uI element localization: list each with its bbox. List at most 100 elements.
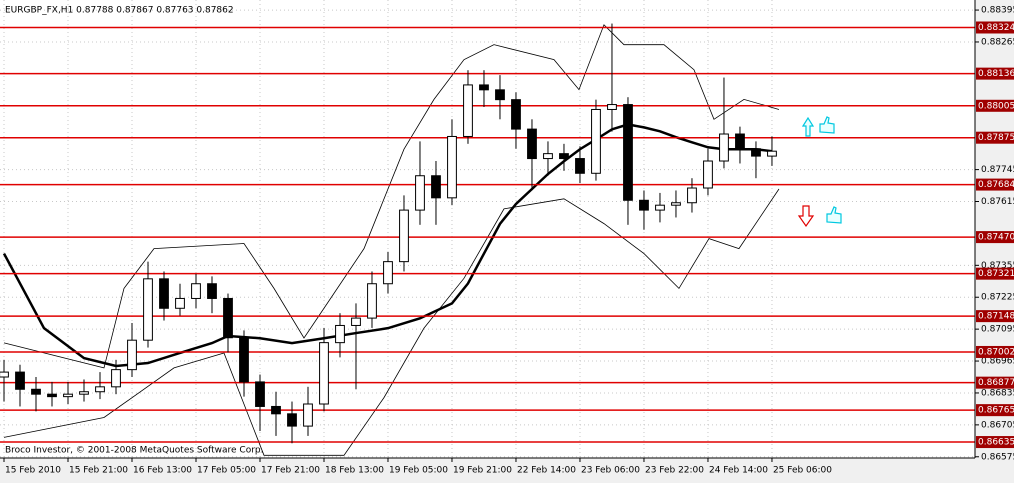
level-label: 0.87002 xyxy=(978,347,1014,357)
level-label-bg xyxy=(976,99,1014,112)
axis-labels: 0.88395 0.88265 0.87745 0.87615 0.87355 0.872… xyxy=(3,6,1014,476)
candle-body xyxy=(175,297,185,309)
candle-body xyxy=(159,278,169,309)
candle-body xyxy=(607,104,617,110)
candle-body xyxy=(367,283,377,319)
candle-body xyxy=(735,133,745,150)
x-tick-label: 24 Feb 14:00 xyxy=(709,466,768,476)
candle-body xyxy=(319,342,329,405)
candle-body xyxy=(447,135,457,199)
candle-body xyxy=(703,160,713,189)
candle-body xyxy=(431,175,441,199)
candle-body xyxy=(399,209,409,263)
level-label-bg xyxy=(976,267,1014,280)
candle-body xyxy=(95,386,105,393)
level-label: 0.86635 xyxy=(978,438,1014,448)
y-tick-label: 0.87225 xyxy=(981,293,1014,303)
candle-body xyxy=(719,133,729,162)
level-label-bg xyxy=(976,21,1014,34)
x-tick-label: 23 Feb 06:00 xyxy=(581,466,640,476)
candle-body xyxy=(303,403,313,427)
down-arrow-icon xyxy=(797,205,842,228)
level-label-bg xyxy=(976,404,1014,417)
y-tick-label: 0.86705 xyxy=(981,420,1014,430)
x-tick-label: 23 Feb 22:00 xyxy=(645,466,704,476)
y-tick-label: 0.87615 xyxy=(981,197,1014,207)
candle-body xyxy=(687,187,697,204)
x-tick-label: 15 Feb 2010 xyxy=(5,466,61,476)
level-label-bg xyxy=(976,231,1014,244)
footer: Broco Investor, © 2001-2008 MetaQuotes S… xyxy=(5,446,264,456)
level-label-bg xyxy=(976,67,1014,80)
x-tick-label: 17 Feb 05:00 xyxy=(197,466,256,476)
level-label-bg xyxy=(976,376,1014,389)
candle-body xyxy=(31,388,41,395)
x-tick-label: 19 Feb 21:00 xyxy=(453,466,512,476)
candle-body xyxy=(143,278,153,341)
y-tick-label: 0.86965 xyxy=(981,357,1014,367)
candle-body xyxy=(463,84,473,137)
candle-body xyxy=(415,175,425,211)
chart-title: EURGBP_FX,H1 0.87788 0.87867 0.87763 0.8… xyxy=(5,6,234,16)
indicators xyxy=(2,24,780,456)
candle-body xyxy=(351,317,361,326)
level-label: 0.88005 xyxy=(978,101,1014,111)
level-label-bg xyxy=(976,345,1014,358)
candle-body xyxy=(479,84,489,91)
candle-body xyxy=(543,153,553,160)
level-label: 0.87470 xyxy=(978,233,1014,243)
candle-body xyxy=(79,391,89,395)
candle-body xyxy=(223,297,233,339)
x-tick-label: 15 Feb 21:00 xyxy=(69,466,128,476)
candle-body xyxy=(511,99,521,130)
candle-body xyxy=(0,371,9,378)
candle-body xyxy=(639,199,649,211)
candle-body xyxy=(191,283,201,299)
candle-body xyxy=(495,89,505,101)
candle-body xyxy=(751,148,761,157)
candle-body xyxy=(591,108,601,174)
level-label-bg xyxy=(976,436,1014,449)
candle-body xyxy=(767,150,777,157)
level-label: 0.86765 xyxy=(978,406,1014,416)
x-tick-label: 22 Feb 14:00 xyxy=(517,466,576,476)
level-label: 0.88324 xyxy=(978,23,1014,33)
y-tick-label: 0.88265 xyxy=(981,37,1014,47)
x-tick-label: 25 Feb 06:00 xyxy=(773,466,832,476)
candle-body xyxy=(127,339,137,371)
candle-body xyxy=(287,413,297,427)
x-tick-label: 17 Feb 21:00 xyxy=(261,466,320,476)
level-label: 0.87321 xyxy=(978,269,1014,279)
x-tick-label: 18 Feb 13:00 xyxy=(325,466,384,476)
candle-body xyxy=(255,381,265,407)
candle-body xyxy=(559,153,569,160)
candle-body xyxy=(15,371,25,390)
candle-body xyxy=(271,405,281,415)
up-arrow-icon xyxy=(801,116,835,137)
grid xyxy=(0,0,975,458)
candle-body xyxy=(335,324,345,344)
candle-body xyxy=(383,261,393,285)
levels xyxy=(0,26,975,443)
candle-body xyxy=(207,283,217,299)
indicator-line xyxy=(3,188,780,456)
x-tick-label: 19 Feb 05:00 xyxy=(389,466,448,476)
level-label-bg xyxy=(976,310,1014,323)
y-tick-label: 0.86835 xyxy=(981,388,1014,398)
x-tick-label: 16 Feb 13:00 xyxy=(133,466,192,476)
candle-body xyxy=(63,393,73,398)
candle-body xyxy=(671,202,681,206)
y-tick-label: 0.87745 xyxy=(981,165,1014,175)
candle-body xyxy=(239,337,249,383)
indicator-line xyxy=(3,24,780,369)
y-tick-label: 0.88395 xyxy=(981,6,1014,16)
candle-body xyxy=(655,204,665,211)
candle-body xyxy=(527,128,537,160)
level-label: 0.87684 xyxy=(978,180,1014,190)
candles xyxy=(0,23,777,444)
candle-body xyxy=(623,104,633,201)
candle-body xyxy=(111,369,121,388)
y-tick-label: 0.87355 xyxy=(981,261,1014,271)
